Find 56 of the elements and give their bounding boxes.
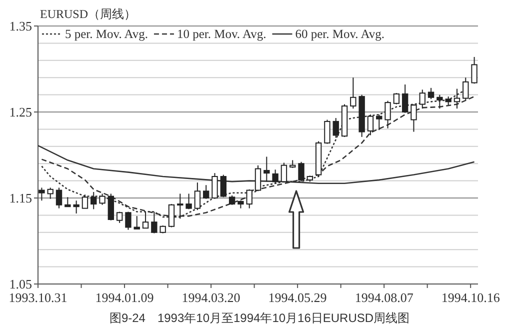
legend-label: 5 per. Mov. Avg. — [65, 27, 148, 41]
candlestick — [332, 118, 339, 138]
candlestick — [220, 174, 226, 198]
x-tick-label: 1994.05.29 — [268, 290, 327, 305]
candlestick — [246, 188, 252, 209]
candlestick — [471, 56, 478, 84]
candlestick — [82, 194, 88, 209]
candlestick — [228, 194, 236, 206]
candlestick — [428, 87, 434, 100]
candlestick — [73, 200, 80, 214]
y-tick-label: 1.35 — [9, 18, 32, 34]
candlestick — [125, 211, 132, 230]
legend-label: 10 per. Mov. Avg. — [176, 27, 266, 41]
candlestick — [90, 191, 97, 210]
candlestick — [212, 172, 218, 200]
candlestick — [99, 193, 106, 206]
candlestick — [168, 204, 175, 228]
candlestick — [151, 211, 158, 234]
candlestick — [384, 100, 391, 129]
candlestick — [194, 182, 201, 211]
candlestick — [436, 94, 443, 110]
candlestick — [393, 92, 400, 105]
candlestick — [376, 114, 382, 131]
candlestick — [402, 84, 408, 114]
candlestick — [47, 187, 54, 200]
candlestick — [108, 193, 114, 221]
x-tick-label: 1994.01.09 — [95, 290, 154, 305]
x-tick-label: 1993.10.31 — [8, 290, 68, 305]
candlestick — [177, 193, 184, 220]
candlestick — [350, 77, 356, 110]
candlestick — [254, 164, 262, 192]
candlestick — [324, 119, 330, 144]
chart-title: EURUSD（周线） — [40, 7, 136, 21]
candlestick — [64, 196, 71, 208]
candlestick — [419, 89, 426, 110]
candlestick — [186, 193, 192, 210]
candlestick — [134, 216, 140, 230]
candlestick — [367, 114, 374, 136]
candlestick — [272, 169, 278, 184]
caption: 图9-24 1993年10月至1994年10月16日EURUSD周线图 — [109, 311, 410, 325]
y-tick-label: 1.25 — [9, 104, 32, 120]
candlestick — [298, 161, 304, 182]
candlestick — [454, 88, 460, 110]
y-tick-label: 1.15 — [9, 190, 32, 206]
candlestick — [202, 184, 210, 200]
y-tick-label: 1.05 — [9, 276, 32, 292]
candlestick — [410, 104, 417, 132]
candlestick — [280, 162, 288, 184]
candlestick — [264, 156, 270, 182]
x-tick-label: 1994.03.20 — [182, 290, 240, 305]
candlestick — [56, 187, 62, 209]
x-tick-label: 1994.10.16 — [441, 290, 500, 305]
legend-label: 60 per. Mov. Avg. — [295, 27, 384, 41]
x-tick-label: 1994.08.07 — [354, 290, 414, 305]
candlestick — [142, 211, 149, 229]
candlestick — [462, 77, 469, 100]
